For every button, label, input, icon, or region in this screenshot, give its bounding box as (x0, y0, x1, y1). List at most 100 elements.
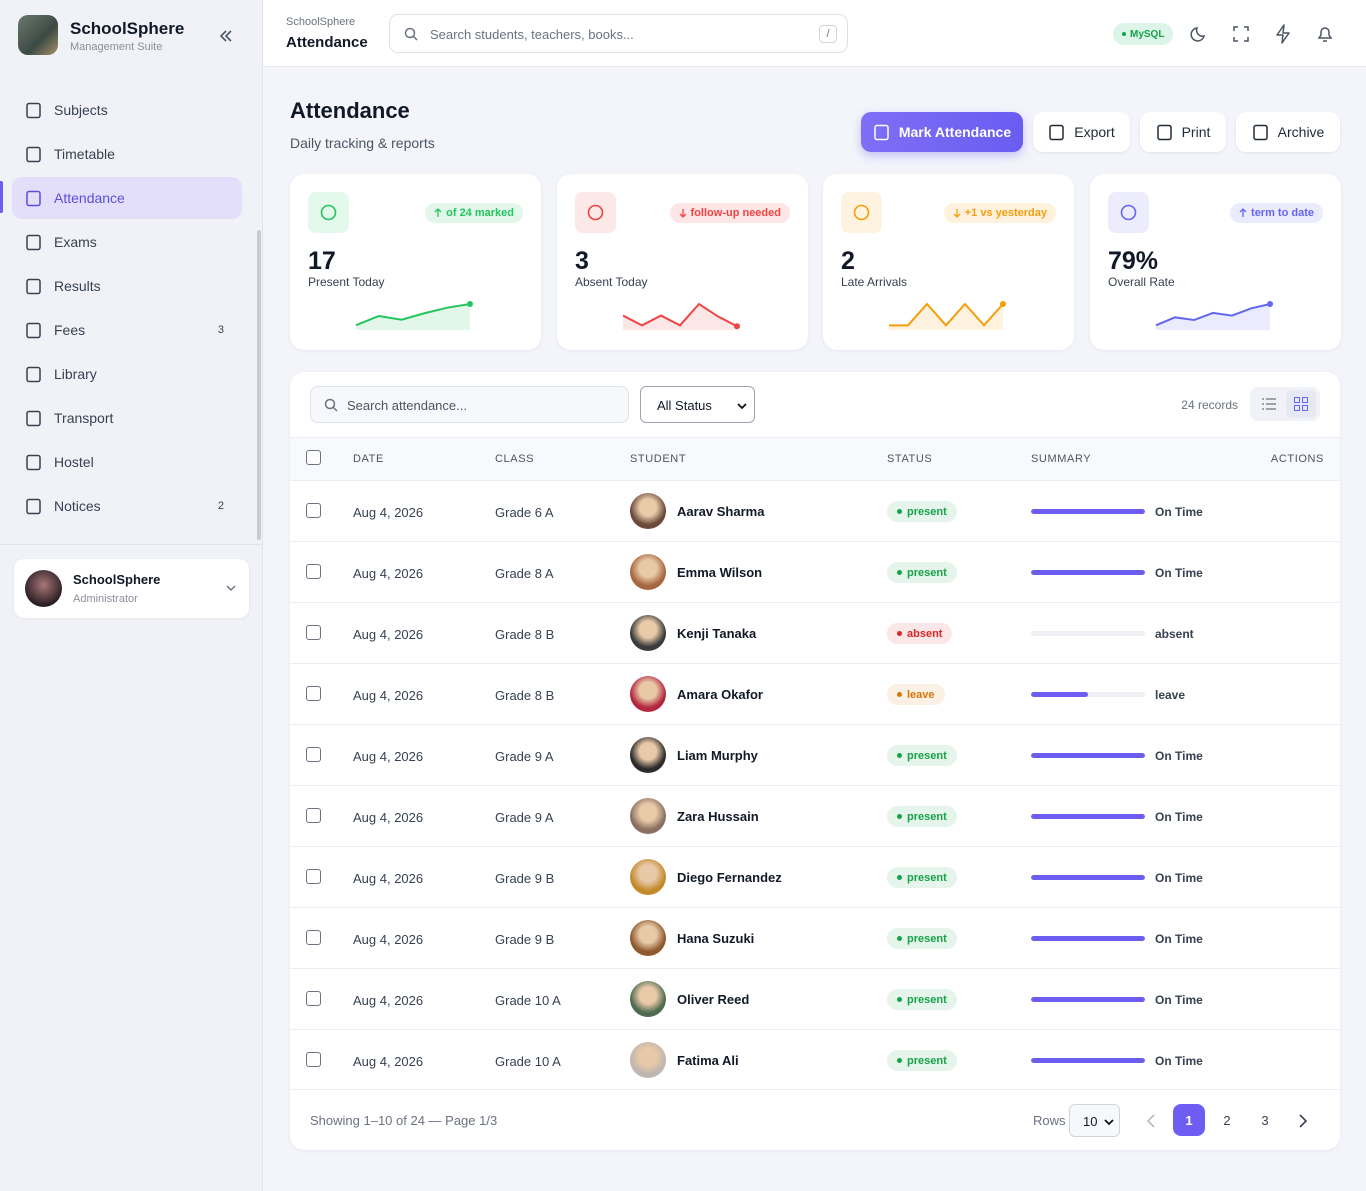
student-name[interactable]: Diego Fernandez (677, 870, 782, 885)
row-checkbox[interactable] (306, 1052, 321, 1067)
student-avatar (630, 798, 666, 834)
nav-item[interactable]: Subjects (12, 89, 242, 131)
stat-card: follow-up needed 3 Absent Today (557, 174, 808, 350)
nav-icon (26, 366, 41, 382)
action-button[interactable]: Mark Attendance (861, 112, 1023, 152)
divider (0, 544, 263, 545)
row-date: Aug 4, 2026 (353, 505, 424, 520)
student-name[interactable]: Oliver Reed (677, 992, 750, 1007)
collapse-button[interactable] (219, 29, 233, 43)
select-all[interactable] (306, 450, 321, 465)
nav-item[interactable]: Attendance (12, 177, 242, 219)
nav-item[interactable]: Hostel (12, 441, 242, 483)
stat-label: Overall Rate (1108, 275, 1175, 289)
summary-track (1031, 570, 1145, 575)
action-label: Mark Attendance (898, 124, 1012, 140)
action-label: Archive (1277, 124, 1325, 140)
footer-divider (290, 1089, 1340, 1090)
row-checkbox[interactable] (306, 808, 321, 823)
next-page[interactable] (1298, 1114, 1308, 1128)
row-checkbox[interactable] (306, 991, 321, 1006)
action-label: Print (1181, 124, 1211, 140)
student-name[interactable]: Liam Murphy (677, 748, 758, 763)
row-checkbox[interactable] (306, 625, 321, 640)
quick-actions[interactable] (1274, 24, 1292, 44)
trend-text: term to date (1251, 207, 1314, 219)
fullscreen-button[interactable] (1232, 25, 1250, 43)
status-filter[interactable]: All Status (640, 386, 755, 423)
nav-item[interactable]: Classes (12, 75, 242, 87)
nav-item[interactable]: Transport (12, 397, 242, 439)
theme-toggle[interactable] (1190, 25, 1208, 43)
action-button[interactable]: Print (1140, 112, 1226, 152)
notifications[interactable] (1316, 24, 1334, 44)
page-button[interactable]: 2 (1223, 1112, 1231, 1128)
status-text: present (907, 993, 947, 1006)
nav-icon (26, 322, 41, 338)
status-filter-value: All Status (657, 398, 712, 413)
breadcrumb[interactable]: SchoolSphere (286, 16, 356, 28)
table-search[interactable]: Search attendance... (310, 386, 629, 423)
search-icon (404, 27, 418, 41)
icon-shape (26, 498, 41, 514)
page-button[interactable]: 1 (1173, 1104, 1205, 1136)
nav-item[interactable]: Results (12, 265, 242, 307)
student-name[interactable]: Hana Suzuki (677, 931, 755, 946)
nav-label: Fees (54, 322, 86, 338)
trend-text: follow-up needed (690, 207, 781, 219)
student-name[interactable]: Zara Hussain (677, 809, 759, 824)
nav-icon (26, 146, 41, 162)
column-header: STATUS (887, 453, 933, 465)
icon-shape (1252, 124, 1268, 140)
grid-view[interactable] (1286, 390, 1316, 418)
row-checkbox[interactable] (306, 869, 321, 884)
student-name[interactable]: Kenji Tanaka (677, 626, 757, 641)
prev-page[interactable] (1146, 1114, 1156, 1128)
status-badge: present (887, 745, 957, 766)
student-name[interactable]: Emma Wilson (677, 565, 763, 580)
db-dot (1122, 32, 1126, 36)
row-checkbox[interactable] (306, 747, 321, 762)
records-count: 24 records (1181, 398, 1238, 412)
nav-item[interactable]: Timetable (12, 133, 242, 175)
row-checkbox[interactable] (306, 503, 321, 518)
student-name[interactable]: Aarav Sharma (677, 504, 765, 519)
student-name[interactable]: Amara Okafor (677, 687, 763, 702)
sparkline (1155, 301, 1273, 330)
row-checkbox[interactable] (306, 686, 321, 701)
rows-chevron (1104, 1119, 1114, 1126)
status-badge: present (887, 928, 957, 949)
glyph-shape (853, 204, 870, 221)
icon-shape (874, 124, 889, 140)
action-button[interactable]: Archive (1236, 112, 1340, 152)
row-class: Grade 10 A (495, 1054, 561, 1069)
nav-label: Subjects (54, 102, 108, 118)
nav-label: Timetable (54, 146, 115, 162)
user-card[interactable]: SchoolSphere Administrator (14, 559, 249, 618)
row-checkbox[interactable] (306, 564, 321, 579)
icon-shape (1156, 124, 1172, 140)
row-date: Aug 4, 2026 (353, 810, 424, 825)
student-name[interactable]: Fatima Ali (677, 1053, 739, 1068)
nav-item[interactable]: Notices 2 (12, 485, 242, 527)
action-button[interactable]: Export (1033, 112, 1130, 152)
trend-arrow (434, 208, 442, 217)
global-search[interactable]: Search students, teachers, books... / (389, 14, 848, 53)
nav-item[interactable]: Fees 3 (12, 309, 242, 351)
summary-bar (1031, 997, 1145, 1002)
nav-item[interactable]: Library (12, 353, 242, 395)
stat-icon (841, 192, 882, 233)
summary-bar (1031, 1058, 1145, 1063)
list-view[interactable] (1262, 398, 1276, 410)
trend-text: of 24 marked (446, 207, 514, 219)
summary-bar (1031, 509, 1145, 514)
icon-shape (1049, 124, 1065, 140)
brand-tagline: Management Suite (70, 41, 163, 53)
rows-select[interactable]: 10 (1069, 1104, 1120, 1137)
nav-icon (874, 124, 889, 140)
row-checkbox[interactable] (306, 930, 321, 945)
page-button[interactable]: 3 (1261, 1112, 1269, 1128)
row-class: Grade 9 A (495, 749, 554, 764)
nav-label: Attendance (54, 190, 125, 206)
nav-item[interactable]: Exams (12, 221, 242, 263)
